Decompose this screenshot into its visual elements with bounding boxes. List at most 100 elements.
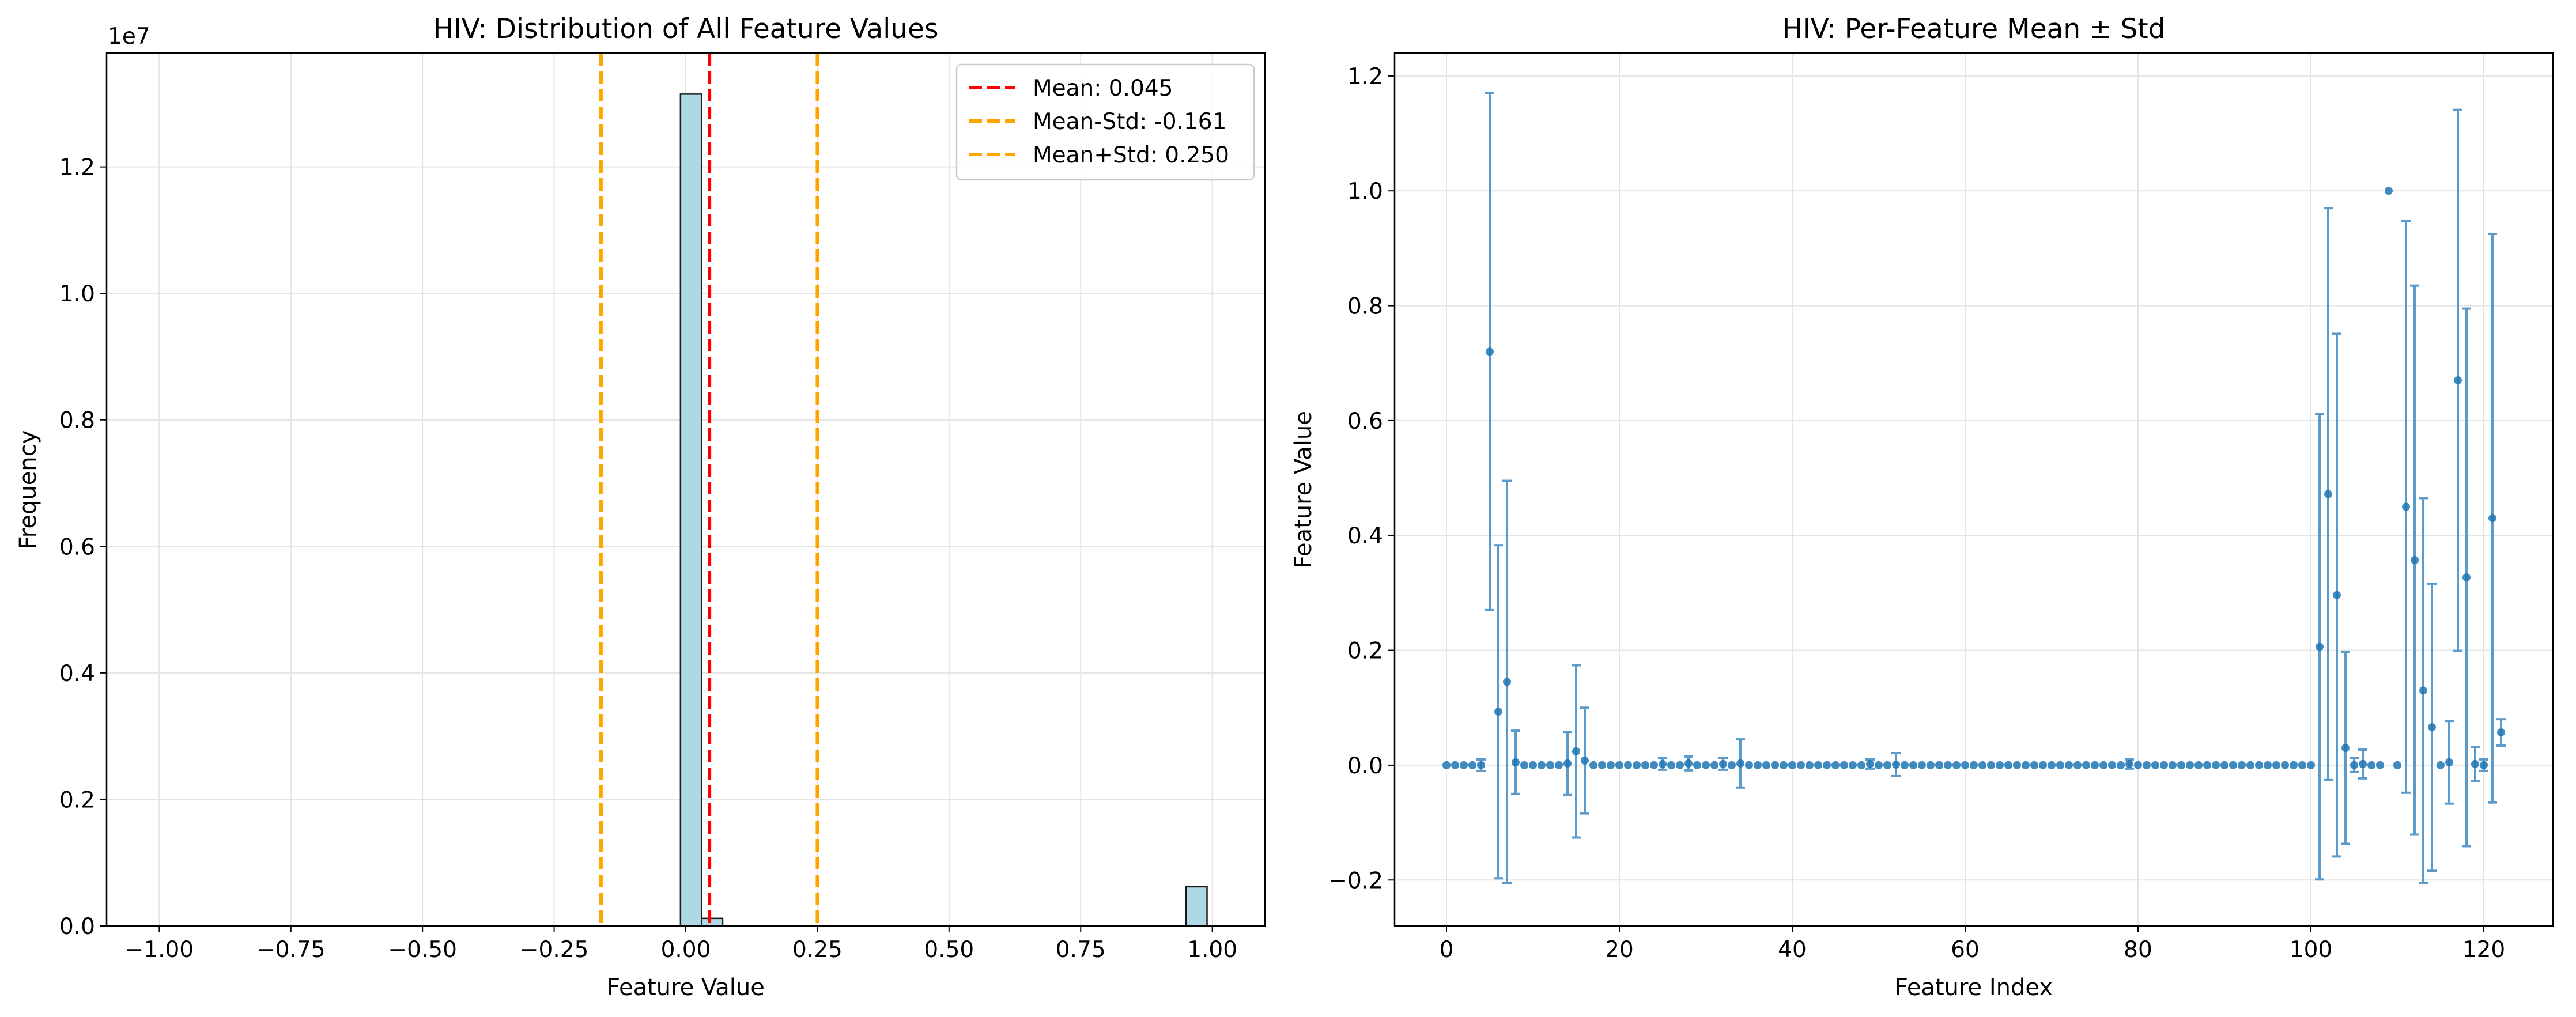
errorbar-mean-point — [1442, 761, 1451, 769]
errorbar-mean-point — [1754, 761, 1762, 769]
histogram-bar — [1185, 886, 1208, 927]
errorbar-y-tick-label: 0.8 — [1347, 294, 1383, 320]
errorbar-mean-point — [2462, 573, 2471, 581]
errorbar-mean-point — [2082, 761, 2090, 769]
errorbar-mean-point — [1503, 678, 1511, 686]
errorbar-mean-point — [2039, 761, 2047, 769]
histogram-legend-box — [955, 63, 1255, 181]
histogram-y-tick-label: 0.6 — [59, 534, 95, 560]
errorbar-mean-point — [2099, 761, 2107, 769]
histogram-x-tick-label: 0.50 — [924, 937, 974, 963]
errorbar-mean-point — [2385, 187, 2393, 195]
errorbar-mean-point — [2013, 761, 2021, 769]
errorbar-mean-point — [1875, 761, 1883, 769]
errorbar-mean-point — [1762, 761, 1770, 769]
errorbar-mean-point — [2212, 761, 2220, 769]
errorbar-mean-point — [1719, 759, 1727, 768]
errorbar-mean-point — [1624, 761, 1632, 769]
errorbar-mean-point — [1736, 759, 1744, 768]
errorbar-mean-point — [1710, 761, 1718, 769]
errorbar-x-tick-label: 120 — [2462, 937, 2505, 963]
errorbar-y-tick-label: 0.0 — [1347, 753, 1383, 779]
errorbar-mean-point — [2151, 761, 2159, 769]
errorbar-mean-point — [1538, 761, 1546, 769]
errorbar-mean-point — [1468, 761, 1476, 769]
histogram-x-tick-label: −1.00 — [125, 937, 194, 963]
errorbar-mean-point — [1486, 347, 1494, 356]
errorbar-mean-point — [2290, 761, 2298, 769]
errorbar-mean-point — [1831, 761, 1840, 769]
errorbar-mean-point — [2497, 728, 2505, 737]
errorbar-mean-point — [2065, 761, 2073, 769]
histogram-x-tick-label: 0.75 — [1056, 937, 1106, 963]
histogram-x-tick-label: −0.50 — [388, 937, 457, 963]
errorbar-mean-point — [1572, 747, 1580, 755]
histogram-y-tick-label: 1.2 — [59, 155, 95, 181]
errorbar-mean-points — [1442, 187, 2505, 769]
errorbar-mean-point — [2022, 761, 2030, 769]
errorbar-mean-point — [1987, 761, 1995, 769]
histogram-legend-label: Mean+Std: 0.250 — [1033, 142, 1229, 168]
histogram-panel: −1.00 −0.75 −0.50 −0.25 0.00 0.25 0.50 0.75 1.00… — [15, 13, 1266, 1001]
histogram-y-label: Frequency — [15, 430, 41, 550]
errorbar-mean-point — [2177, 761, 2185, 769]
errorbar-mean-point — [1961, 761, 1969, 769]
errorbar-mean-point — [2419, 686, 2427, 695]
errorbar-mean-point — [2341, 744, 2350, 753]
errorbar-mean-point — [2194, 761, 2203, 769]
errorbar-title: HIV: Per-Feature Mean ± Std — [1782, 13, 2165, 45]
errorbar-mean-point — [2229, 761, 2237, 769]
histogram-bar — [679, 93, 702, 927]
errorbar-mean-point — [2073, 761, 2082, 769]
errorbar-mean-point — [2437, 761, 2445, 769]
errorbar-mean-point — [1952, 761, 1961, 769]
errorbar-mean-point — [2393, 761, 2401, 769]
errorbar-mean-point — [1892, 760, 1900, 769]
errorbar-y-tick-label: 0.4 — [1347, 523, 1383, 549]
errorbar-mean-point — [2324, 490, 2332, 498]
errorbar-mean-point — [2056, 761, 2064, 769]
errorbar-mean-point — [1944, 761, 1952, 769]
errorbar-mean-point — [2246, 761, 2254, 769]
errorbar-mean-point — [1866, 759, 1874, 768]
errorbar-mean-point — [2480, 761, 2488, 769]
errorbar-mean-point — [1771, 761, 1779, 769]
errorbar-mean-point — [2255, 761, 2263, 769]
errorbar-mean-point — [2108, 761, 2116, 769]
errorbar-mean-point — [1615, 761, 1623, 769]
histogram-y-tick-label: 0.0 — [59, 914, 95, 940]
errorbar-mean-point — [2004, 761, 2012, 769]
errorbar-mean-point — [1978, 761, 1986, 769]
errorbar-y-tick-label: 0.2 — [1347, 638, 1383, 664]
errorbar-mean-point — [1745, 761, 1753, 769]
errorbar-mean-point — [1849, 761, 1857, 769]
errorbar-mean-point — [1840, 761, 1848, 769]
errorbar-mean-point — [1918, 761, 1926, 769]
errorbar-mean-point — [1581, 756, 1589, 765]
errorbar-mean-point — [1460, 761, 1468, 769]
errorbar-mean-point — [1546, 761, 1554, 769]
errorbar-grid — [1395, 53, 2553, 926]
errorbar-mean-point — [2030, 761, 2038, 769]
errorbar-mean-point — [2376, 761, 2384, 769]
errorbar-x-label: Feature Index — [1895, 974, 2053, 1001]
errorbar-mean-point — [2203, 761, 2211, 769]
errorbar-mean-point — [1589, 761, 1597, 769]
errorbar-mean-point — [2048, 761, 2056, 769]
errorbar-mean-point — [2316, 642, 2324, 651]
histogram-offset-label: 1e7 — [108, 24, 150, 50]
errorbar-mean-point — [2471, 759, 2479, 768]
errorbar-mean-point — [1676, 761, 1684, 769]
errorbar-mean-point — [1684, 759, 1693, 768]
errorbar-mean-point — [1909, 761, 1917, 769]
histogram-x-tick-label: 0.25 — [792, 937, 843, 963]
errorbar-mean-point — [1857, 761, 1865, 769]
errorbar-mean-point — [1650, 761, 1658, 769]
errorbar-x-tick-label: 0 — [1440, 937, 1454, 963]
errorbar-mean-point — [1814, 761, 1822, 769]
errorbar-mean-point — [1927, 761, 1935, 769]
histogram-y-tick-label: 0.8 — [59, 408, 95, 434]
errorbar-x-tick-label: 80 — [2124, 937, 2152, 963]
errorbar-mean-point — [1883, 761, 1891, 769]
